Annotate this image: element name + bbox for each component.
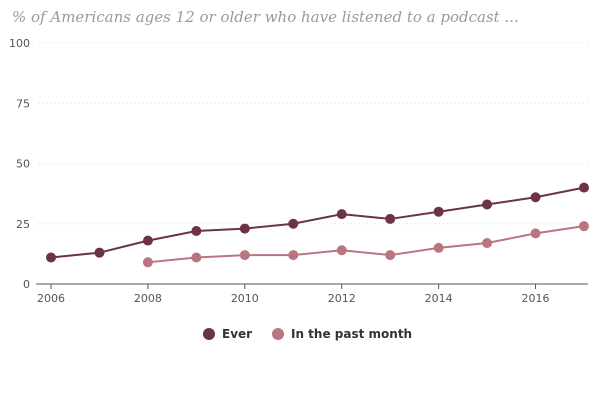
data-point xyxy=(433,242,444,253)
data-point xyxy=(385,250,396,261)
legend-label: In the past month xyxy=(291,327,412,341)
series-line-past-month xyxy=(147,225,585,264)
y-tick-label: 75 xyxy=(16,97,30,110)
data-point xyxy=(579,221,589,232)
legend-label: Ever xyxy=(222,327,252,341)
data-point xyxy=(288,218,299,229)
legend-layer: Ever In the past month xyxy=(203,327,412,341)
x-tick-label: 2006 xyxy=(37,292,65,305)
data-point xyxy=(433,206,444,217)
data-point xyxy=(142,235,153,246)
grid-layer xyxy=(39,42,588,225)
x-tick-label: 2012 xyxy=(328,292,356,305)
x-tick-label: 2014 xyxy=(425,292,453,305)
data-point xyxy=(579,182,589,193)
y-tick-label: 50 xyxy=(16,158,30,171)
data-point xyxy=(336,245,347,256)
data-point xyxy=(288,250,299,261)
data-point xyxy=(94,247,105,258)
data-point xyxy=(191,252,202,263)
series-layer xyxy=(46,182,589,268)
axis-layer: 0 25 50 75 100 2006 2008 2010 2012 2014 2016 xyxy=(9,37,588,305)
data-point xyxy=(482,199,493,210)
y-tick-label: 0 xyxy=(23,278,30,291)
legend-marker xyxy=(203,328,215,340)
data-point xyxy=(482,238,493,249)
data-point xyxy=(142,257,153,268)
legend-marker xyxy=(272,328,284,340)
data-point xyxy=(239,223,250,234)
series-line-ever xyxy=(50,186,585,259)
x-tick-label: 2010 xyxy=(231,292,259,305)
data-point xyxy=(46,252,56,263)
data-point xyxy=(385,213,396,224)
data-point xyxy=(239,250,250,261)
x-tick-label: 2008 xyxy=(134,292,162,305)
data-point xyxy=(530,228,541,239)
x-tick-label: 2016 xyxy=(522,292,550,305)
data-point xyxy=(530,192,541,203)
data-point xyxy=(336,209,347,220)
data-point xyxy=(191,225,202,236)
chart-title: % of Americans ages 12 or older who have… xyxy=(12,8,519,26)
y-tick-label: 100 xyxy=(9,37,30,50)
y-tick-label: 25 xyxy=(16,218,30,231)
